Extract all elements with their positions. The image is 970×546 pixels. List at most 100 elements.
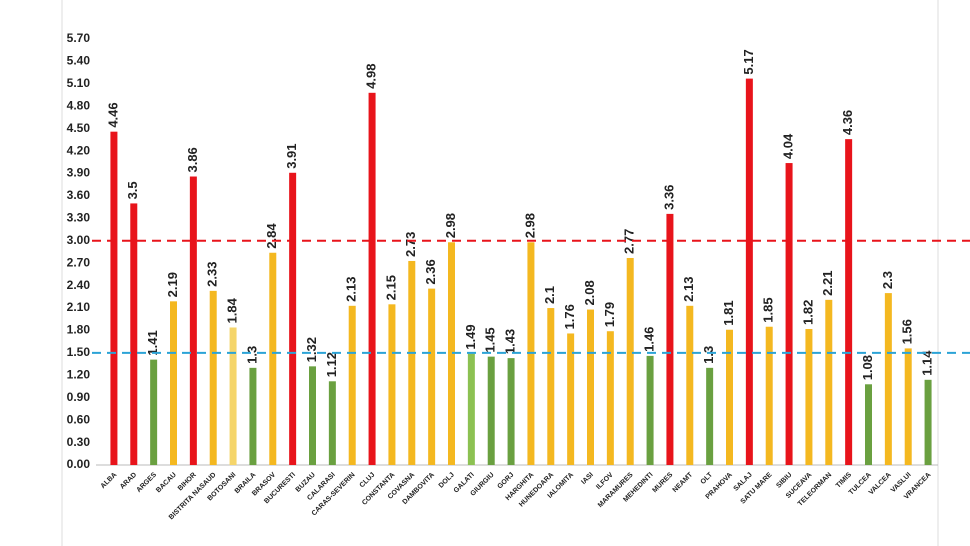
- bar: [209, 290, 217, 465]
- value-label: 1.08: [860, 355, 875, 380]
- bar: [309, 366, 316, 465]
- value-label: 1.49: [463, 324, 478, 349]
- bar: [726, 329, 733, 465]
- bar: [706, 367, 714, 465]
- y-tick-label: 4.50: [67, 121, 91, 135]
- value-label: 4.36: [840, 110, 855, 135]
- value-label: 2.3: [880, 271, 895, 289]
- y-tick-label: 2.70: [67, 255, 91, 269]
- value-label: 2.21: [820, 271, 835, 296]
- bar: [110, 131, 118, 465]
- value-label: 2.15: [383, 275, 398, 300]
- value-label: 3.86: [185, 147, 200, 172]
- bar: [448, 242, 455, 465]
- y-tick-label: 4.20: [67, 143, 91, 157]
- bar: [646, 355, 654, 465]
- value-label: 2.08: [582, 280, 597, 305]
- bar: [884, 293, 892, 465]
- y-tick-label: 5.40: [67, 54, 91, 68]
- value-label: 2.36: [423, 259, 438, 284]
- value-label: 4.98: [364, 63, 379, 88]
- bar: [805, 328, 813, 465]
- value-label: 1.32: [304, 337, 319, 362]
- bar: [289, 172, 297, 466]
- y-tick-label: 5.70: [67, 31, 91, 45]
- bar: [368, 92, 376, 466]
- value-label: 1.84: [225, 297, 240, 323]
- bar: [666, 213, 674, 465]
- y-tick-label: 0.90: [67, 390, 91, 404]
- value-label: 3.5: [125, 181, 140, 199]
- bar: [189, 176, 197, 465]
- bar: [467, 353, 475, 465]
- value-label: 2.13: [681, 276, 696, 301]
- bar: [130, 203, 138, 465]
- value-label: 2.19: [165, 272, 180, 297]
- value-label: 1.3: [701, 346, 716, 364]
- bar: [845, 139, 853, 465]
- value-label: 2.13: [344, 276, 359, 301]
- value-label: 1.76: [562, 304, 577, 329]
- value-label: 1.46: [642, 327, 657, 352]
- bar: [150, 359, 158, 465]
- bar: [328, 381, 336, 465]
- y-tick-label: 0.60: [67, 412, 91, 426]
- bar: [924, 379, 932, 465]
- y-tick-label: 2.10: [67, 300, 91, 314]
- bar: [428, 288, 436, 465]
- y-tick-label: 0.00: [67, 457, 91, 471]
- bar: [765, 326, 773, 465]
- value-label: 2.33: [205, 262, 220, 287]
- value-label: 1.45: [483, 327, 498, 352]
- bar: [507, 358, 515, 465]
- y-tick-label: 1.20: [67, 367, 91, 381]
- y-tick-label: 4.80: [67, 98, 91, 112]
- bar: [408, 260, 416, 465]
- value-label: 2.98: [443, 213, 458, 238]
- y-tick-label: 3.90: [67, 166, 91, 180]
- value-label: 3.91: [284, 143, 299, 168]
- bar: [487, 356, 495, 465]
- bar: [587, 309, 594, 465]
- bar: [547, 308, 555, 465]
- y-tick-label: 3.30: [67, 211, 91, 225]
- value-label: 1.81: [721, 300, 736, 325]
- value-label: 2.84: [264, 223, 279, 249]
- y-tick-label: 0.30: [67, 435, 91, 449]
- y-tick-label: 3.00: [67, 233, 91, 247]
- y-tick-label: 2.40: [67, 278, 91, 292]
- bar: [170, 301, 177, 465]
- bar: [388, 304, 396, 465]
- value-label: 5.17: [741, 49, 756, 74]
- bar: [348, 305, 356, 465]
- bar: [686, 305, 694, 465]
- value-label: 2.98: [522, 213, 537, 238]
- value-label: 1.43: [503, 329, 518, 354]
- bar: [567, 333, 575, 465]
- bar: [626, 257, 634, 465]
- y-tick-label: 5.10: [67, 76, 91, 90]
- value-label: 1.41: [145, 330, 160, 355]
- value-label: 2.77: [622, 229, 637, 254]
- value-label: 1.14: [920, 350, 935, 376]
- bar: [269, 252, 277, 465]
- value-label: 2.73: [403, 232, 418, 257]
- value-label: 3.36: [661, 185, 676, 210]
- value-label: 4.46: [105, 102, 120, 127]
- bar: [825, 299, 833, 465]
- value-label: 1.85: [761, 297, 776, 322]
- bar: [606, 331, 614, 465]
- value-label: 1.82: [800, 300, 815, 325]
- value-label: 1.12: [324, 352, 339, 377]
- y-tick-label: 3.60: [67, 188, 91, 202]
- value-label: 1.79: [602, 302, 617, 327]
- bar: [785, 163, 793, 465]
- bar: [249, 367, 257, 465]
- bar: [745, 78, 753, 465]
- y-tick-label: 1.50: [67, 345, 91, 359]
- y-tick-label: 1.80: [67, 323, 91, 337]
- bar: [865, 384, 872, 465]
- value-label: 1.3: [244, 346, 259, 364]
- value-label: 4.04: [781, 133, 796, 159]
